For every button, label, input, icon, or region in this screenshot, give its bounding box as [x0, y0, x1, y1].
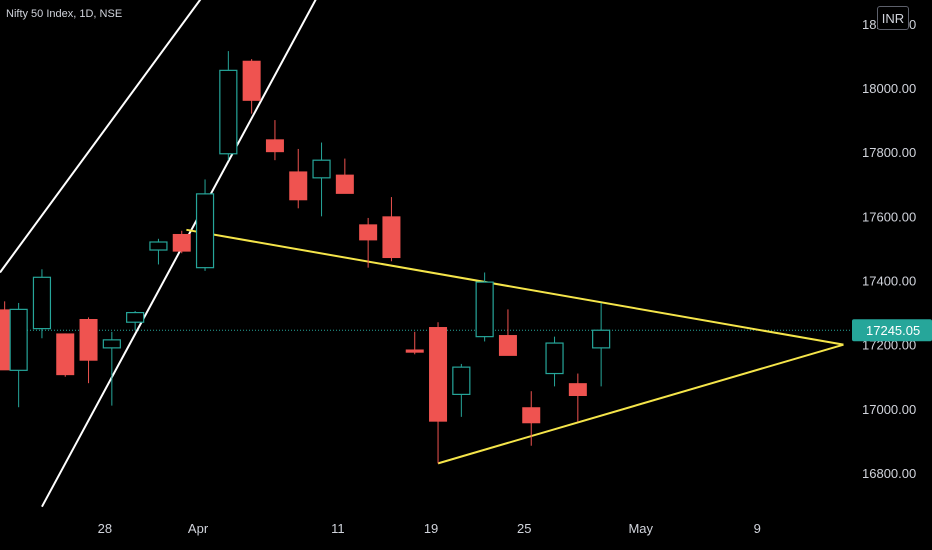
candle-body-up	[126, 311, 145, 323]
candle	[429, 322, 448, 464]
candle-body-up	[475, 281, 494, 338]
candle-body-down	[289, 171, 308, 201]
candle-body-down	[498, 335, 517, 356]
candle	[32, 269, 52, 339]
symbol-title: Nifty 50 Index, 1D, NSE	[6, 8, 123, 20]
candle-body-down	[359, 224, 378, 241]
price-axis[interactable]: 16800.00 17000.00 17200.00 17400.00 17600.00…	[862, 17, 916, 481]
candle	[265, 120, 284, 161]
candle-body-down	[172, 233, 191, 252]
candle-body-down	[522, 407, 541, 424]
candle-body-up	[32, 276, 52, 330]
candle	[382, 197, 401, 262]
candle	[522, 391, 541, 446]
candle-body-up	[592, 329, 611, 349]
candle	[79, 317, 98, 384]
time-tick-label: 25	[517, 521, 531, 536]
candles	[0, 51, 611, 464]
trendline-channel-upper	[0, 0, 202, 274]
trendlines	[0, 0, 844, 508]
candle-body-down	[382, 216, 401, 259]
candle-body-down	[56, 333, 75, 376]
candle-body-up	[102, 339, 121, 349]
time-tick-label: 9	[754, 521, 761, 536]
candle-body-up	[195, 193, 215, 269]
candle	[9, 302, 28, 408]
candle	[568, 373, 587, 422]
candle-body-down	[568, 383, 587, 396]
candle-body-down	[242, 60, 261, 101]
candle	[335, 158, 354, 194]
candle-body-up	[219, 69, 238, 155]
candle	[592, 302, 611, 387]
candle	[498, 309, 517, 356]
trendline-triangle-lower	[437, 343, 844, 465]
candle	[405, 331, 424, 355]
candle-body-down	[265, 139, 284, 153]
candle-body-down	[429, 327, 448, 422]
candle-body-down	[79, 319, 98, 361]
candle	[289, 148, 308, 209]
candle	[149, 238, 168, 265]
candle	[545, 336, 564, 387]
price-tick-label: 17200.00	[862, 338, 916, 353]
last-price-value: 17245.05	[866, 323, 920, 338]
candle	[359, 217, 378, 268]
candle-body-down	[405, 349, 424, 353]
last-price-label: 17245.05	[852, 319, 932, 342]
time-axis[interactable]: 28 Apr 11 19 25 May 9	[98, 521, 761, 536]
price-tick-label: 17000.00	[862, 402, 916, 417]
time-tick-label: Apr	[188, 521, 209, 536]
price-tick-label: 17600.00	[862, 209, 916, 224]
candle	[56, 333, 75, 377]
candle	[126, 310, 145, 331]
candle-body-up	[312, 159, 331, 179]
candle-body-down	[335, 174, 354, 194]
time-tick-label: 19	[424, 521, 438, 536]
price-tick-label: 18000.00	[862, 81, 916, 96]
candle	[219, 51, 238, 161]
candle	[172, 230, 191, 254]
candle	[312, 142, 331, 217]
price-tick-label: 17800.00	[862, 145, 916, 160]
price-tick-label: 16800.00	[862, 466, 916, 481]
time-tick-label: 28	[98, 521, 112, 536]
candle	[242, 59, 261, 114]
candle	[195, 179, 215, 271]
candle	[452, 363, 471, 417]
price-tick-label: 17400.00	[862, 274, 916, 289]
time-tick-label: May	[628, 521, 653, 536]
candle-body-up	[452, 366, 471, 395]
candle-body-up	[9, 308, 28, 371]
time-tick-label: 11	[331, 521, 345, 536]
candle	[102, 331, 121, 406]
currency-button[interactable]: INR	[877, 6, 909, 30]
last-price-badge	[852, 319, 932, 342]
candle-body-up	[149, 241, 168, 251]
trendline-channel-lower	[41, 0, 317, 508]
candle-body-up	[545, 342, 564, 375]
candle	[475, 272, 494, 342]
trendline-triangle-upper	[186, 228, 844, 346]
